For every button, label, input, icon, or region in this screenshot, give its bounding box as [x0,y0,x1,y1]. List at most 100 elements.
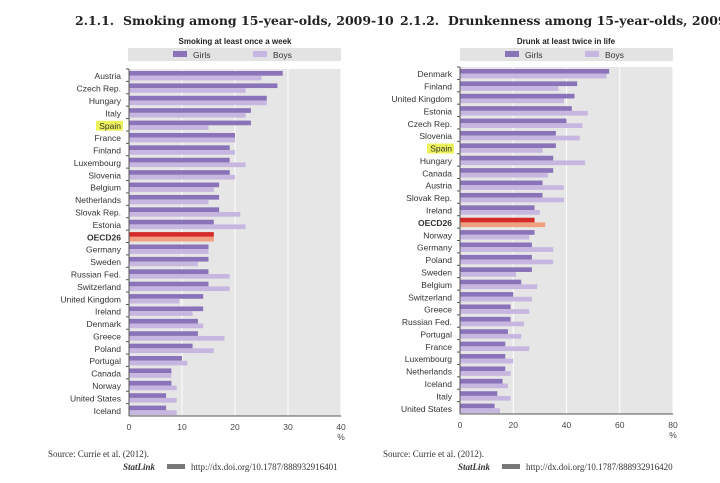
bar-boys [129,162,246,168]
bar-boys [129,187,214,192]
bar-girls [460,81,578,87]
bar-boys [460,98,564,104]
category-label: Canada [422,168,452,178]
bar-boys [460,371,511,376]
category-label: Spain [99,121,121,131]
legend-swatch-boys [585,51,599,57]
bar-girls [460,106,572,111]
statlink-label: StatLink [458,462,491,472]
x-tick-label: 60 [615,420,625,430]
bar-girls [129,356,182,361]
category-label: Hungary [89,96,122,106]
bar-boys [460,73,607,79]
bar-boys [129,335,225,341]
bar-boys [460,210,540,215]
bar-girls [460,279,522,285]
bar-boys [460,234,530,240]
x-tick-label: 0 [458,420,463,430]
category-label: Greece [93,331,121,341]
bar-boys [460,259,554,265]
bar-boys [129,348,214,354]
category-label: Sweden [421,267,452,277]
bar-girls [129,380,172,386]
bar-boys [460,110,588,116]
bar-boys [460,135,580,141]
bar-girls [129,194,220,200]
bar-girls [129,281,209,287]
bar-boys [129,249,209,254]
bar-boys [460,346,530,352]
x-tick-label: 10 [177,422,187,432]
category-label: Slovenia [419,131,452,141]
statlink-url[interactable]: http://dx.doi.org/10.1787/888932916420 [526,462,673,472]
category-label: Sweden [90,257,121,267]
bar-girls [129,83,278,89]
category-label: Greece [424,305,452,315]
category-label: Iceland [94,406,122,416]
bar-girls [129,95,267,101]
bar-girls [460,304,511,310]
category-label: United States [70,393,121,403]
bar-boys [129,112,246,118]
legend-swatch-girls [505,51,519,57]
source-note: Source: Currie et al. (2012). [48,449,149,459]
category-label: United Kingdom [61,294,121,304]
category-label: Italy [436,391,452,401]
legend-box [460,48,673,61]
bar-girls [460,354,506,359]
category-label: Ireland [426,206,452,216]
chart-subtitle: Drunk at least twice in life [517,37,616,46]
category-label: Portugal [420,329,452,339]
x-tick-label: 30 [283,422,293,432]
bar-boys [460,185,564,190]
bar-girls [460,267,532,272]
chart-title: Drunkenness among 15-year-olds, 2009-10 [448,13,720,28]
bar-girls [129,343,193,349]
x-tick-label: 40 [562,420,572,430]
bar-boys [129,88,246,93]
category-label: Netherlands [75,195,121,205]
bar-girls [129,331,198,336]
legend-box [128,48,341,61]
bar-girls [460,130,556,136]
bar-boys [460,395,511,401]
bar-girls [460,403,495,409]
bar-girls [129,145,230,151]
bar-boys [460,408,500,413]
bar-boys [129,323,204,329]
category-label: Denmark [87,319,122,329]
bar-girls [460,242,532,248]
bar-girls [129,182,220,188]
bar-girls [460,93,575,99]
bar-boys [129,360,188,366]
category-label: Spain [430,144,452,154]
bar-girls [129,132,235,138]
legend-label-girls: Girls [193,50,210,60]
bar-girls [460,69,610,74]
bar-girls [129,120,251,126]
bar-girls [460,254,532,260]
category-label: Austria [95,71,122,81]
category-label: United States [401,404,452,414]
bar-girls [460,217,535,223]
category-label: OECD26 [87,232,121,242]
bar-boys [460,333,522,339]
bar-girls [129,256,209,262]
bar-girls [460,118,567,124]
bar-girls [129,232,214,237]
statlink-icon [167,464,185,469]
legend-label-boys: Boys [273,50,292,60]
category-label: Poland [426,255,453,265]
bar-boys [129,150,235,155]
bar-girls [460,155,554,161]
bar-girls [129,157,230,163]
bar-boys [129,298,180,304]
legend-label-boys: Boys [605,50,624,60]
x-axis-label: % [337,432,345,442]
category-label: Germany [417,243,453,253]
bar-boys [460,86,559,91]
statlink-url[interactable]: http://dx.doi.org/10.1787/888932916401 [191,462,338,472]
category-label: France [95,133,122,143]
bar-girls [129,368,172,374]
bar-boys [129,137,235,143]
